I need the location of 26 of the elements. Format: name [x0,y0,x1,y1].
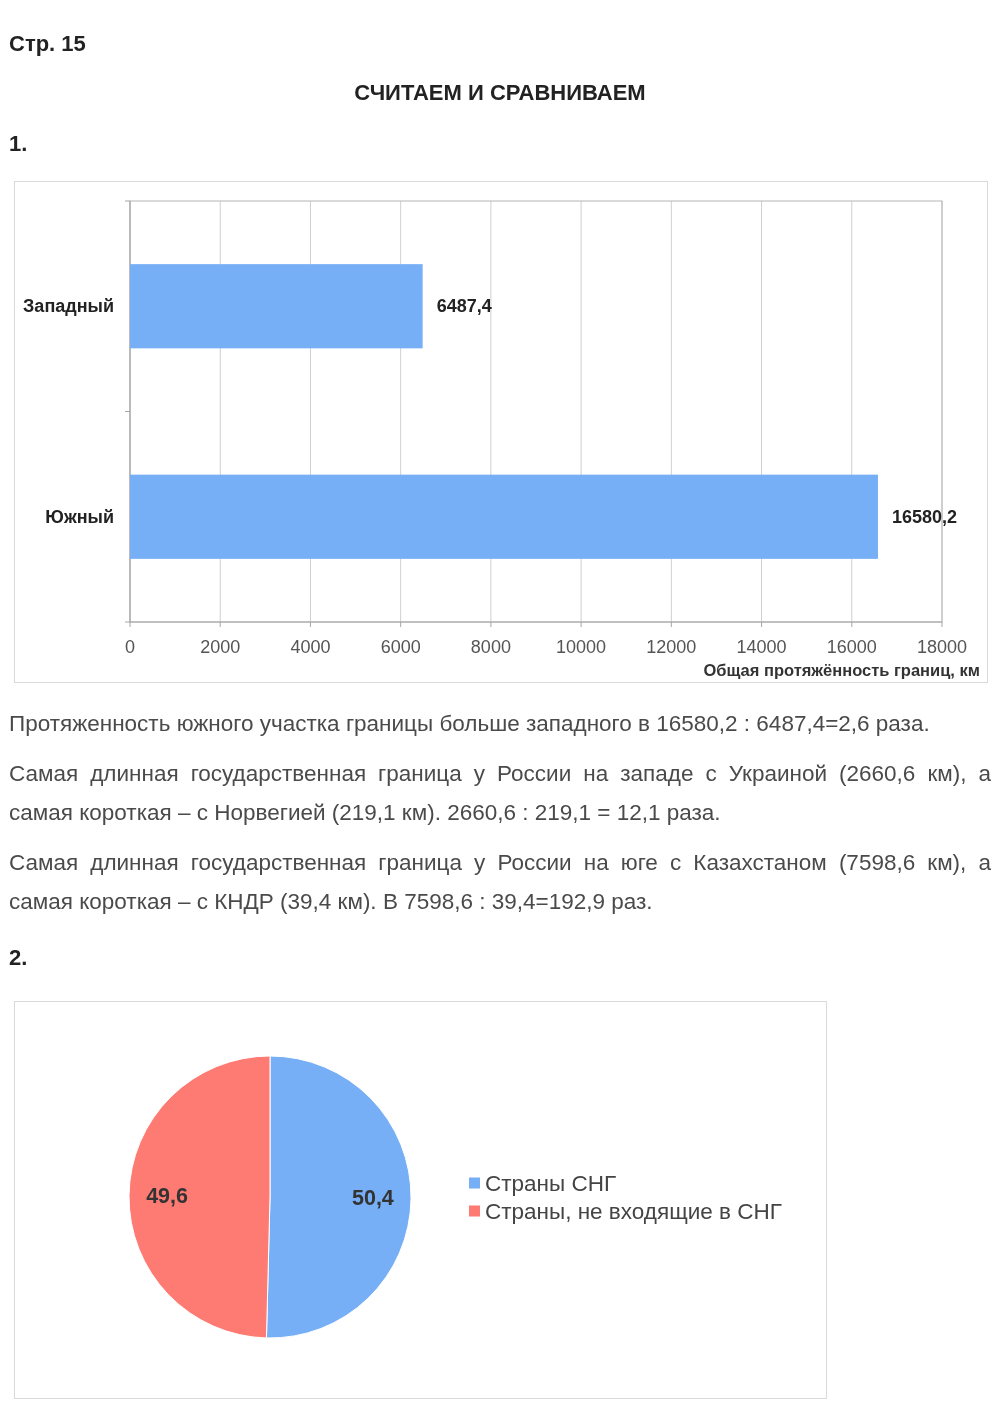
x-tick-label: 2000 [200,637,241,657]
legend-label: Страны, не входящие в СНГ [485,1198,782,1224]
x-tick-label: 16000 [826,637,877,657]
data-label: 16580,2 [891,506,958,527]
text: Самая длинная государственная граница у России на западе с Украиной (2660,6 км), а самая короткая – с Норвегией (219,1 км). 2660,6 : 219,1 = 12,1 раза. [9,760,991,827]
text: Стр. 15 [9,31,86,56]
text: Самая длинная государственная граница у России на юге с Казахстаном (7598,6 км), а самая короткая – с КНДР (39,4 км). В 7598,6 : 39,4=192,9 раз. [9,849,991,916]
y-tick-label: Западный [23,296,114,317]
x-tick-label: 4000 [290,637,331,657]
text: 1. [9,131,28,156]
y-tick-label: Южный [45,506,114,527]
x-tick-label: 18000 [916,637,968,657]
x-tick-label: 10000 [556,637,607,657]
data-label: 49,6 [146,1183,189,1208]
data-label: 50,4 [351,1186,394,1211]
text: Протяженность южного участка границы больше западного в 16580,2 : 6487,4=2,6 раза. [9,710,931,738]
text: 2. [9,945,28,970]
x-tick-label: 8000 [470,637,511,657]
x-axis-title: Общая протяжённость границ, км [703,661,980,679]
x-tick-label: 6000 [380,637,421,657]
legend-label: Страны СНГ [485,1170,617,1196]
x-tick-label: 0 [124,637,136,657]
x-tick-label: 12000 [646,637,697,657]
chart-title: СЧИТАЕМ И СРАВНИВАЕМ [353,80,647,105]
data-label: 6487,4 [436,296,492,317]
x-tick-label: 14000 [736,637,787,657]
